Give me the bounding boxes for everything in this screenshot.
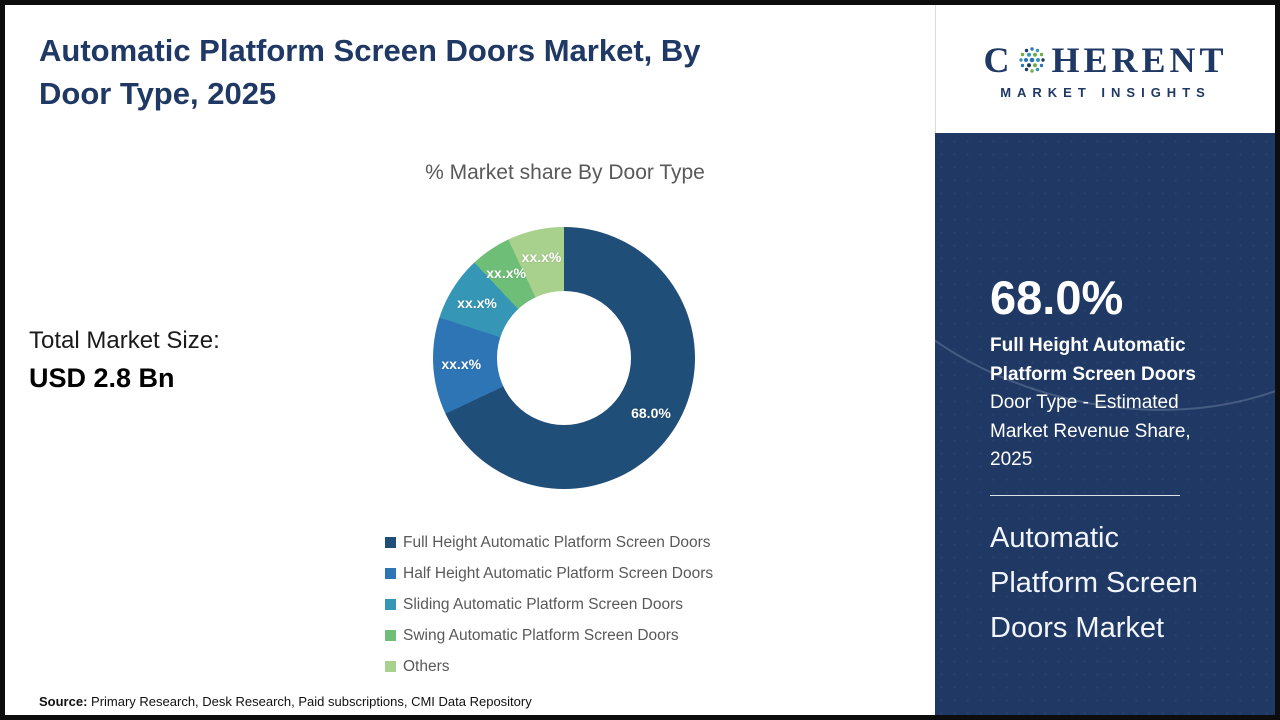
source-label: Source:: [39, 694, 88, 709]
legend-label: Sliding Automatic Platform Screen Doors: [403, 595, 683, 613]
legend-swatch: [385, 630, 396, 641]
legend-label: Others: [403, 657, 450, 675]
total-market-block: Total Market Size: USD 2.8 Bn: [29, 327, 329, 394]
legend-item: Half Height Automatic Platform Screen Do…: [385, 558, 713, 589]
market-title: Automatic Platform Screen Doors Market: [990, 521, 1198, 644]
legend-swatch: [385, 599, 396, 610]
source-text: Primary Research, Desk Research, Paid su…: [87, 694, 532, 709]
total-market-value: USD 2.8 Bn: [29, 363, 175, 393]
headline-description-rest: Door Type - Estimated Market Revenue Sha…: [990, 392, 1191, 471]
logo-wordmark: C: [983, 39, 1227, 81]
legend-swatch: [385, 537, 396, 548]
headline-segment-name: Full Height Automatic Platform Screen Do…: [990, 335, 1196, 385]
legend-item: Full Height Automatic Platform Screen Do…: [385, 527, 713, 558]
total-market-label: Total Market Size:: [29, 327, 220, 354]
company-logo: C: [935, 5, 1275, 133]
headline-percentage: 68.0%: [990, 271, 1124, 324]
headline-description: Full Height Automatic Platform Screen Do…: [990, 332, 1225, 475]
logo-letter-c: C: [983, 39, 1014, 80]
legend-item: Sliding Automatic Platform Screen Doors: [385, 589, 713, 620]
logo-letters-rest: HERENT: [1051, 39, 1228, 80]
legend-item: Others: [385, 651, 713, 682]
page-title: Automatic Platform Screen Doors Market, …: [39, 33, 701, 112]
donut-chart: 68.0% xx.x% xx.x% xx.x% xx.x%: [433, 227, 695, 489]
slice-label: xx.x%: [457, 294, 497, 311]
slice-label: 68.0%: [631, 405, 671, 422]
panel-content: 68.0% Full Height Automatic Platform Scr…: [990, 273, 1225, 651]
chart-subtitle: % Market share By Door Type: [425, 161, 705, 184]
donut-hole: [497, 291, 631, 425]
slice-label: xx.x%: [441, 356, 482, 373]
panel-divider: [990, 494, 1180, 496]
logo-tagline: MARKET INSIGHTS: [1000, 84, 1211, 100]
legend-item: Swing Automatic Platform Screen Doors: [385, 620, 713, 651]
slice-label: xx.x%: [486, 264, 526, 281]
legend-label: Full Height Automatic Platform Screen Do…: [403, 533, 711, 551]
chart-legend: Full Height Automatic Platform Screen Do…: [385, 527, 713, 682]
legend-label: Half Height Automatic Platform Screen Do…: [403, 564, 714, 582]
legend-swatch: [385, 661, 396, 672]
legend-label: Swing Automatic Platform Screen Doors: [403, 626, 679, 644]
legend-swatch: [385, 568, 396, 579]
slice-label: xx.x%: [521, 249, 562, 266]
source-note: Source: Primary Research, Desk Research,…: [39, 694, 532, 709]
logo-globe-icon: [1015, 43, 1049, 77]
